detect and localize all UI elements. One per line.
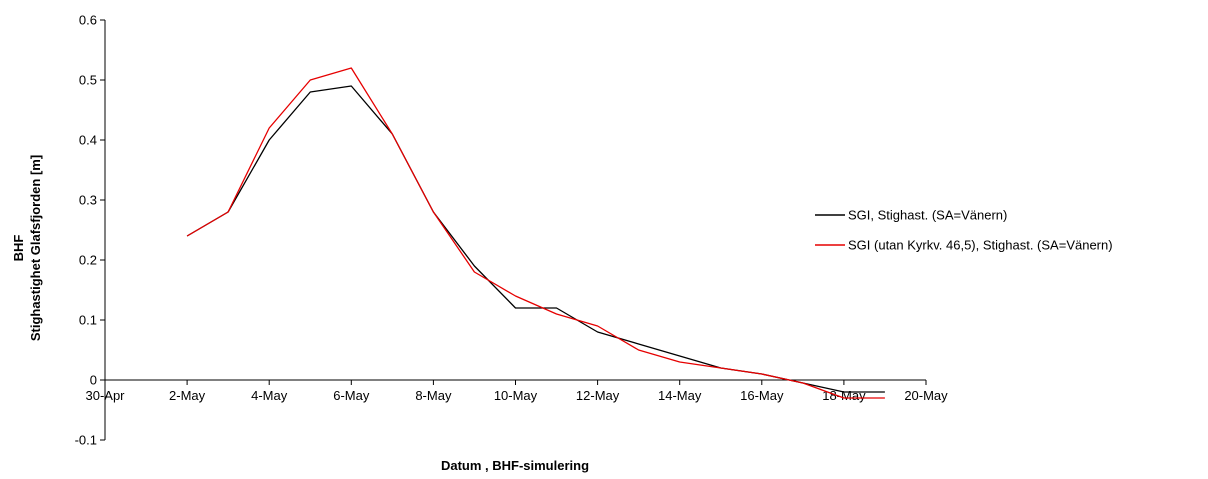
x-tick-label: 18-May (822, 388, 866, 403)
x-tick-label: 30-Apr (85, 388, 125, 403)
x-tick-label: 2-May (169, 388, 206, 403)
x-axis-title: Datum , BHF-simulering (441, 458, 589, 473)
series-line-2 (186, 67, 885, 399)
x-tick-label: 10-May (494, 388, 538, 403)
y-axis-title-line2: Stighastighet Glafsfjorden [m] (28, 155, 43, 341)
x-tick-label: 12-May (576, 388, 620, 403)
legend-label-1: SGI, Stighast. (SA=Vänern) (848, 208, 1007, 223)
y-axis-ticks: -0.1 0 0.1 0.2 0.3 0.4 0.5 0.6 (75, 13, 105, 448)
x-tick-label: 20-May (904, 388, 948, 403)
y-axis-title-line1: BHF (11, 235, 26, 262)
x-tick-label: 16-May (740, 388, 784, 403)
legend: SGI, Stighast. (SA=Vänern) SGI (utan Kyrk… (815, 208, 1113, 253)
y-axis-title: BHF Stighastighet Glafsfjorden [m] (11, 155, 43, 341)
x-axis-ticks: 30-Apr 2-May 4-May 6-May 8-May 10-May 12-May 14… (85, 380, 948, 403)
y-tick-label: 0.2 (79, 253, 97, 268)
plot-area: -0.1 0 0.1 0.2 0.3 0.4 0.5 0.6 30-Apr 2-May 4-May… (75, 13, 949, 448)
y-tick-label: 0.4 (79, 133, 97, 148)
series-layer (186, 67, 885, 399)
x-tick-label: 4-May (251, 388, 288, 403)
y-tick-label: 0.3 (79, 193, 97, 208)
x-tick-label: 14-May (658, 388, 702, 403)
y-tick-label: 0 (90, 373, 97, 388)
y-tick-label: 0.5 (79, 73, 97, 88)
y-tick-label: 0.1 (79, 313, 97, 328)
y-tick-label: 0.6 (79, 13, 97, 28)
legend-label-2: SGI (utan Kyrkv. 46,5), Stighast. (SA=Vä… (848, 238, 1113, 253)
x-tick-label: 8-May (415, 388, 452, 403)
series-line-1 (186, 85, 885, 393)
y-tick-label: -0.1 (75, 433, 97, 448)
x-tick-label: 6-May (333, 388, 370, 403)
